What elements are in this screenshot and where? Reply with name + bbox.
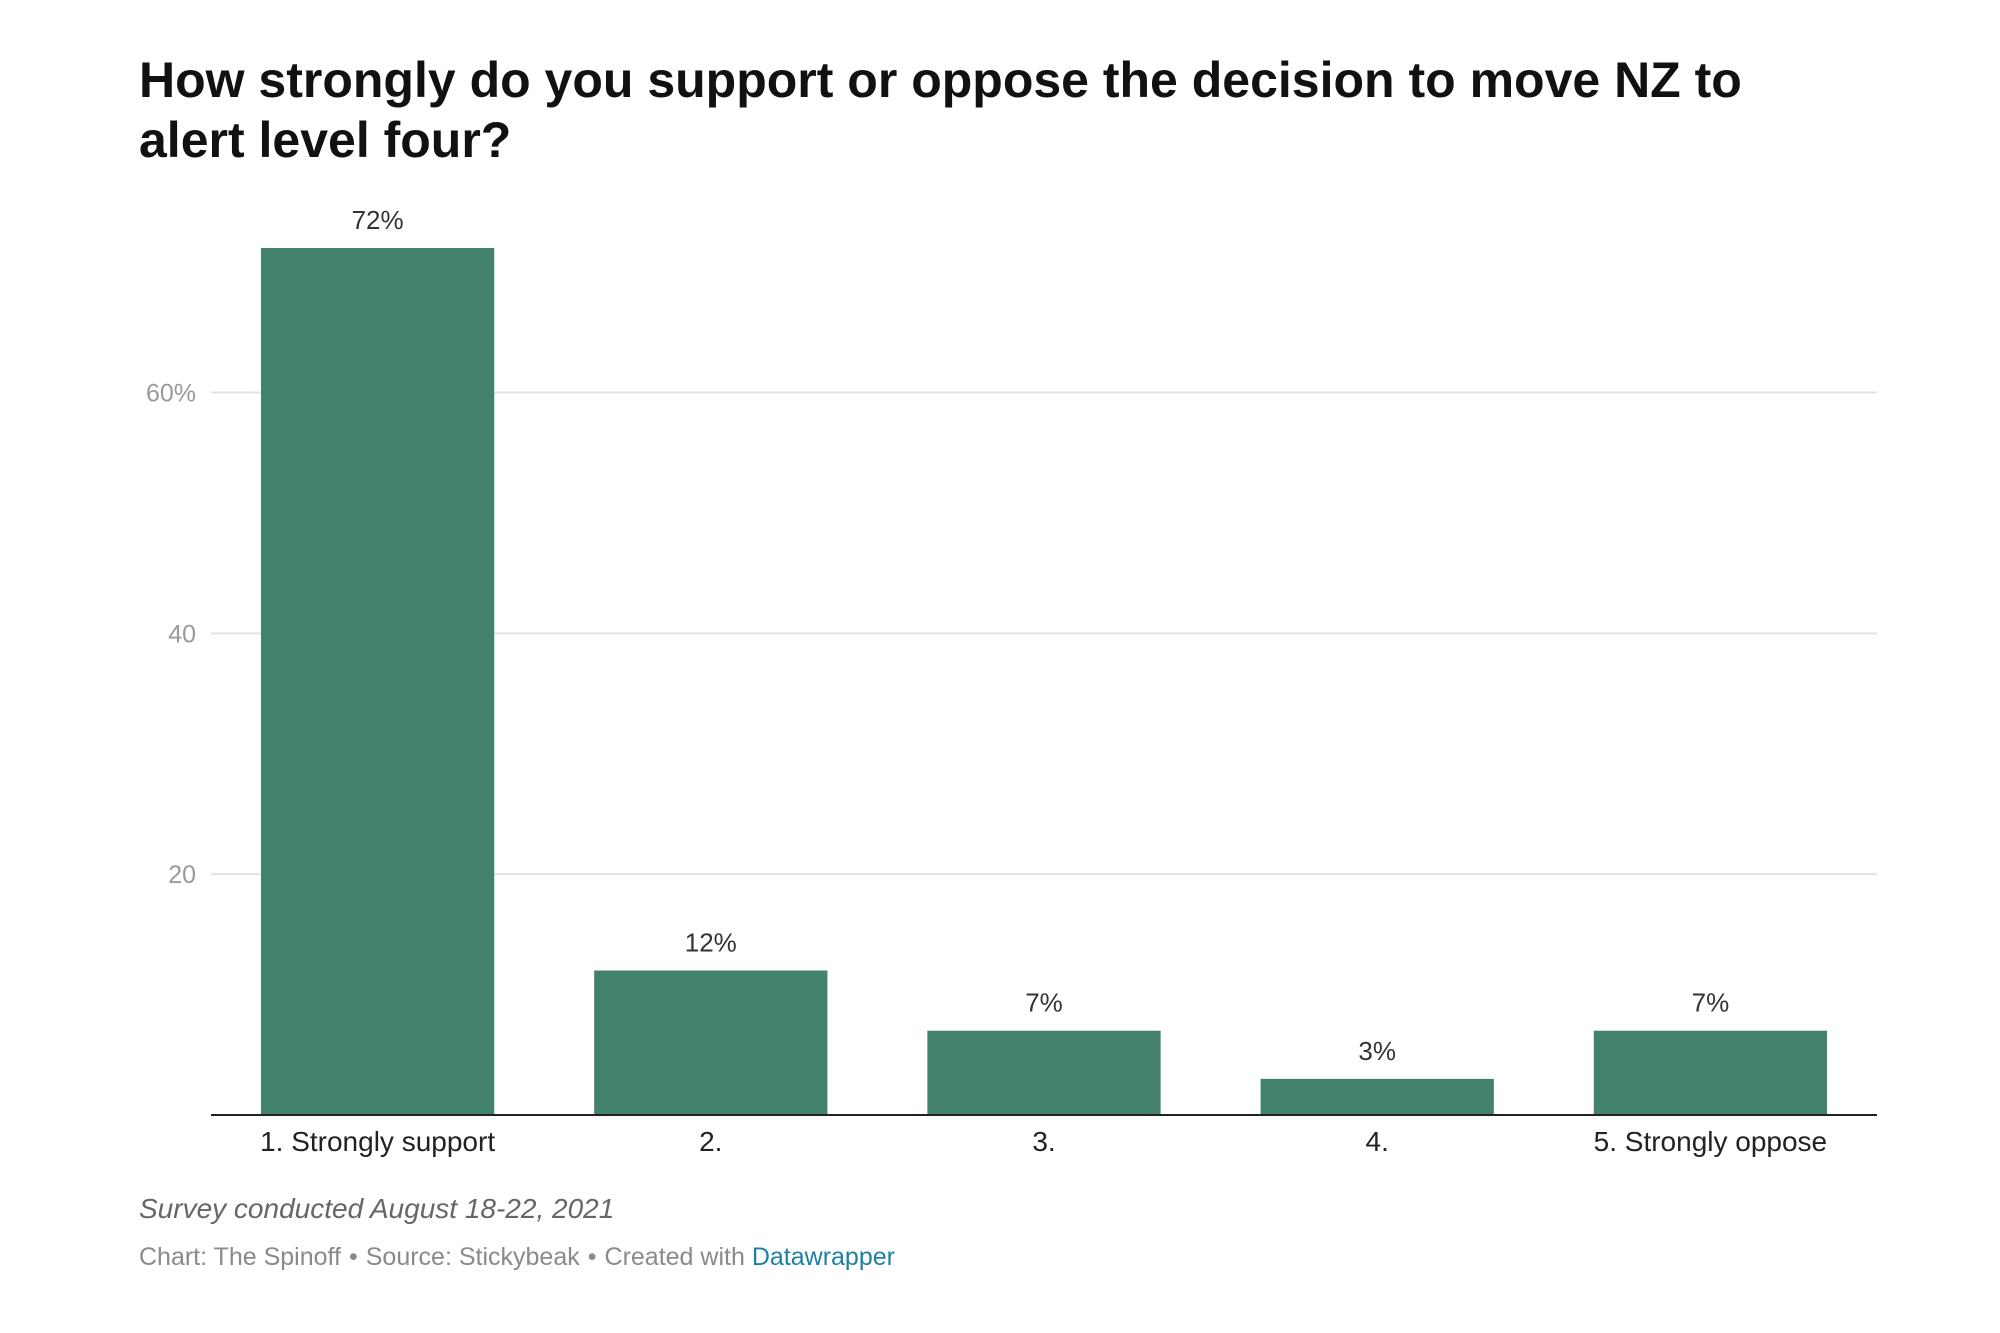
x-axis-category-labels: 1. Strongly support 2. 3. 4. 5. Strongly opp… [260,1126,1827,1157]
x-category-label: 2. [699,1126,722,1157]
chart-title: How strongly do you support or oppose th… [139,52,1742,168]
chart-footer: Chart: The Spinoff • Source: Stickybeak • Cr… [139,1243,895,1272]
bars [260,248,1828,1115]
created-with-text: Created with [604,1243,745,1271]
survey-note: Survey conducted August 18-22, 2021 [139,1193,615,1224]
x-category-label: 1. Strongly support [260,1126,495,1157]
value-labels: 72% 12% 7% 3% 7% [352,205,1730,1066]
x-category-label: 5. Strongly oppose [1594,1126,1828,1157]
y-axis-tick-labels: 20 40 60% [146,380,196,890]
value-label: 7% [1025,988,1063,1018]
y-tick-label: 60% [146,380,196,408]
bar [1260,1078,1494,1115]
footer-separator: • [587,1243,597,1271]
value-label: 7% [1692,988,1730,1018]
bar [260,248,495,1115]
x-category-label: 4. [1366,1126,1389,1157]
source-credit: Source: Stickybeak [365,1243,580,1271]
y-tick-label: 20 [168,861,196,889]
x-category-label: 3. [1032,1126,1055,1157]
bar [594,970,828,1115]
value-label: 72% [352,205,404,235]
datawrapper-link[interactable]: Datawrapper [751,1243,895,1271]
bar [927,1030,1161,1115]
footer-separator: • [348,1243,358,1271]
y-tick-label: 40 [168,620,196,648]
value-label: 12% [685,928,737,958]
bar [1593,1030,1828,1115]
chart-credit: Chart: The Spinoff [139,1243,341,1271]
value-label: 3% [1358,1036,1396,1066]
